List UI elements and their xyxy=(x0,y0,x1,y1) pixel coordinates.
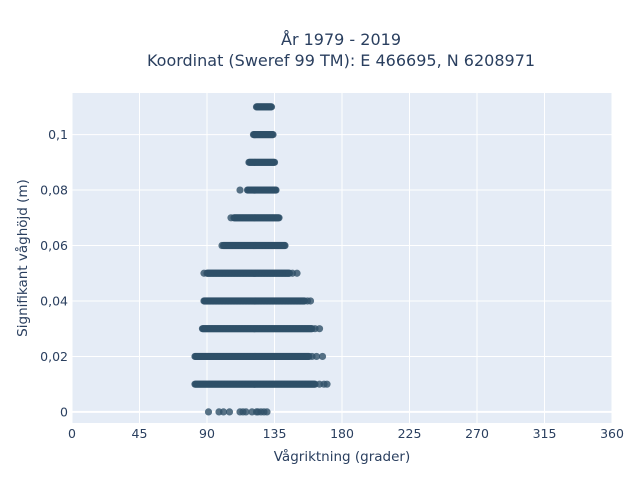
x-tick-label: 0 xyxy=(68,426,76,441)
data-point xyxy=(315,325,324,333)
data-point xyxy=(269,131,277,139)
x-tick-label: 360 xyxy=(600,426,624,441)
grid-lines xyxy=(71,93,613,423)
data-point xyxy=(275,214,283,222)
data-point xyxy=(242,408,250,416)
data-point xyxy=(306,297,315,305)
data-point xyxy=(200,269,208,277)
x-tick-label: 225 xyxy=(398,426,422,441)
x-tick-label: 315 xyxy=(533,426,557,441)
data-point xyxy=(236,186,244,194)
x-axis-title: Vågriktning (grader) xyxy=(274,448,411,465)
data-point xyxy=(293,269,301,277)
y-tick-labels: 0 0,02 0,04 0,06 0,08 0,1 xyxy=(40,127,68,419)
x-tick-label: 90 xyxy=(199,426,215,441)
data-point xyxy=(272,186,280,194)
y-tick-label: 0 xyxy=(60,404,68,419)
y-tick-label: 0,1 xyxy=(48,127,68,142)
data-point xyxy=(219,408,228,416)
data-point xyxy=(312,352,321,361)
data-point xyxy=(225,408,234,416)
x-tick-label: 270 xyxy=(465,426,489,441)
y-axis-title: Signifikant våghöjd (m) xyxy=(14,179,31,337)
data-points xyxy=(191,103,331,416)
data-point xyxy=(204,408,213,416)
y-tick-label: 0,02 xyxy=(40,349,68,364)
x-tick-labels: 0 45 90 135 180 225 270 315 360 xyxy=(68,426,624,441)
y-tick-label: 0,08 xyxy=(40,183,68,198)
data-point xyxy=(218,241,226,250)
data-point xyxy=(270,158,279,166)
x-tick-label: 180 xyxy=(330,426,354,441)
chart-title-line-2: Koordinat (Sweref 99 TM): E 466695, N 62… xyxy=(147,51,535,70)
chart-title-line-1: År 1979 - 2019 xyxy=(281,30,401,49)
y-tick-label: 0,06 xyxy=(40,238,68,253)
x-tick-label: 135 xyxy=(263,426,287,441)
data-point xyxy=(323,380,331,388)
data-point xyxy=(318,352,327,361)
y-tick-label: 0,04 xyxy=(40,293,68,308)
data-point xyxy=(267,103,276,111)
data-point xyxy=(227,214,235,222)
data-point xyxy=(281,241,289,250)
data-point xyxy=(263,408,271,416)
x-tick-label: 45 xyxy=(132,426,148,441)
